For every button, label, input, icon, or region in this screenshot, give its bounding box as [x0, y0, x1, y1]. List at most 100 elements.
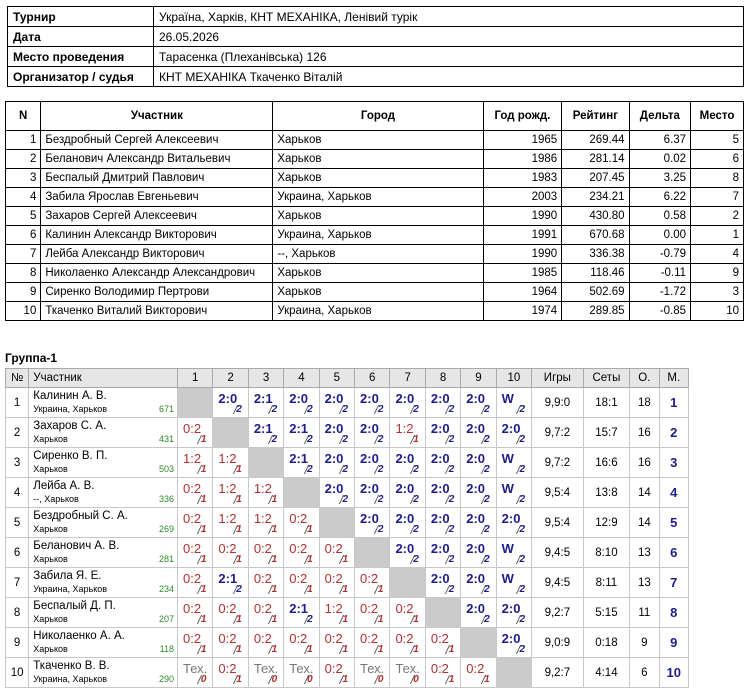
match-result: 0:2 1 [318, 627, 356, 658]
participant-city: Харьков [272, 263, 484, 283]
points-total: 11 [629, 597, 660, 628]
participant-city: Харьков [272, 282, 484, 302]
final-place: 3 [658, 447, 690, 478]
col-opponent: 9 [460, 368, 497, 388]
player-rating: 118 [159, 644, 174, 654]
player-name: Бездробный С. А. [33, 510, 128, 522]
match-points: 1 [413, 644, 419, 655]
group-row: 7 Забила Я. Е. Украина, Харьков 234 0:2 1 2:1 2… [4, 567, 690, 598]
delta: 6.22 [628, 187, 692, 207]
match-result: 2:0 2 [495, 627, 533, 658]
match-result: 0:2 1 [389, 627, 426, 658]
match-result: 0:2 1 [212, 597, 249, 628]
match-score: 2:0 [430, 391, 450, 406]
match-points: 1 [307, 584, 313, 595]
match-score: 1:2 [218, 481, 237, 496]
match-result: 0:2 1 [354, 567, 391, 598]
match-score: 0:2 [324, 661, 343, 676]
match-score: 2:0 [360, 481, 379, 496]
participant-city: Харьков [272, 130, 484, 150]
match-score: 2:0 [501, 631, 521, 646]
delta: -0.85 [628, 301, 692, 321]
col-header: Участник [40, 101, 274, 131]
group-matrix: № Участник 1 2 3 4 5 6 7 8 9 10 Игры Сеты О. М. 1 Калини… [4, 368, 690, 688]
match-score: 0:2 [218, 541, 237, 556]
participant-row: 6 Калинин Александр Викторович Украина, Ха… [4, 225, 744, 245]
match-points: 0 [413, 674, 419, 685]
match-score: 2:0 [395, 541, 415, 556]
player-city: Харьков [33, 554, 68, 564]
row-number: 5 [4, 206, 42, 226]
match-points: 1 [236, 524, 242, 535]
match-points: 2 [236, 584, 242, 595]
match-result: 0:2 1 [212, 537, 249, 568]
participant-name: Беспалый Дмитрий Павлович [40, 168, 274, 188]
match-points: 2 [377, 404, 384, 415]
match-points: 2 [271, 404, 278, 415]
group-row: 1 Калинин А. В. Украина, Харьков 671 2:0 2 2:1… [4, 387, 690, 418]
player-city: Харьков [33, 524, 68, 534]
match-score: 2:0 [324, 391, 344, 406]
match-points: 0 [271, 674, 278, 685]
row-number: 10 [4, 301, 42, 321]
match-score: 0:2 [218, 601, 237, 616]
rating: 289.85 [561, 301, 630, 321]
match-result: 0:2 1 [283, 507, 320, 538]
match-result: 0:2 1 [354, 627, 391, 658]
match-result: 1:2 1 [389, 417, 426, 448]
final-place: 6 [658, 537, 690, 568]
match-result: 0:2 1 [283, 567, 320, 598]
info-row: Место проведения Тарасенка (Плеханівська)… [7, 46, 744, 67]
games-total: 9,2:7 [531, 657, 584, 688]
player-cell: Бездробный С. А. Харьков 269 [28, 507, 178, 538]
rating: 207.45 [561, 168, 630, 188]
match-score: 2:0 [501, 511, 521, 526]
participant-row: 10 Ткаченко Виталий Викторович Украина, Ха… [4, 301, 744, 321]
participant-name: Лейба Александр Викторович [40, 244, 274, 264]
match-result: 0:2 1 [176, 627, 214, 658]
group-row: 5 Бездробный С. А. Харьков 269 0:2 1 1:2 1 1:2 1 0… [4, 507, 690, 538]
match-result: 1:2 1 [247, 477, 285, 508]
match-score: 1:2 [324, 601, 343, 616]
rating: 281.14 [561, 149, 630, 169]
place: 4 [690, 244, 744, 264]
match-score: 2:0 [466, 481, 486, 496]
col-header: Год рожд. [482, 101, 563, 131]
match-score: 0:2 [360, 601, 379, 616]
col-opponent: 8 [424, 368, 462, 388]
delta: 0.02 [628, 149, 692, 169]
match-score: 2:1 [289, 601, 309, 616]
match-score: 2:0 [430, 451, 450, 466]
player-cell: Николаенко А. А. Харьков 118 [28, 627, 178, 658]
match-result: 2:0 2 [389, 387, 426, 418]
match-result: 0:2 1 [176, 567, 214, 598]
participant-city: Украина, Харьков [272, 301, 484, 321]
col-opponent: 3 [247, 368, 285, 388]
match-points: 1 [271, 524, 278, 535]
match-score: 0:2 [183, 571, 202, 586]
match-points: 2 [377, 494, 384, 505]
match-points: 1 [200, 524, 207, 535]
match-score: 2:0 [360, 511, 379, 526]
match-result: 2:0 2 [354, 417, 391, 448]
row-number: 1 [4, 387, 30, 418]
birth-year: 1990 [482, 244, 563, 264]
col-header: Город [272, 101, 484, 131]
final-place: 10 [658, 657, 690, 688]
match-score: 0:2 [183, 481, 202, 496]
match-result: 2:1 2 [283, 447, 320, 478]
delta: 0.58 [628, 206, 692, 226]
match-points: 2 [484, 614, 490, 625]
final-place: 9 [658, 627, 690, 658]
games-total: 9,7:2 [531, 447, 584, 478]
info-row: Организатор / судья КНТ МЕХАНІКА Ткаченко… [7, 66, 744, 87]
player-city: Харьков [33, 434, 68, 444]
match-points: 1 [200, 494, 207, 505]
games-total: 9,4:5 [531, 537, 584, 568]
group-row: 9 Николаенко А. А. Харьков 118 0:2 1 0:2 1 0:2 1 0… [4, 627, 690, 658]
diagonal-cell [283, 477, 320, 508]
match-score: Тех. [253, 661, 279, 676]
player-rating: 336 [158, 494, 174, 504]
